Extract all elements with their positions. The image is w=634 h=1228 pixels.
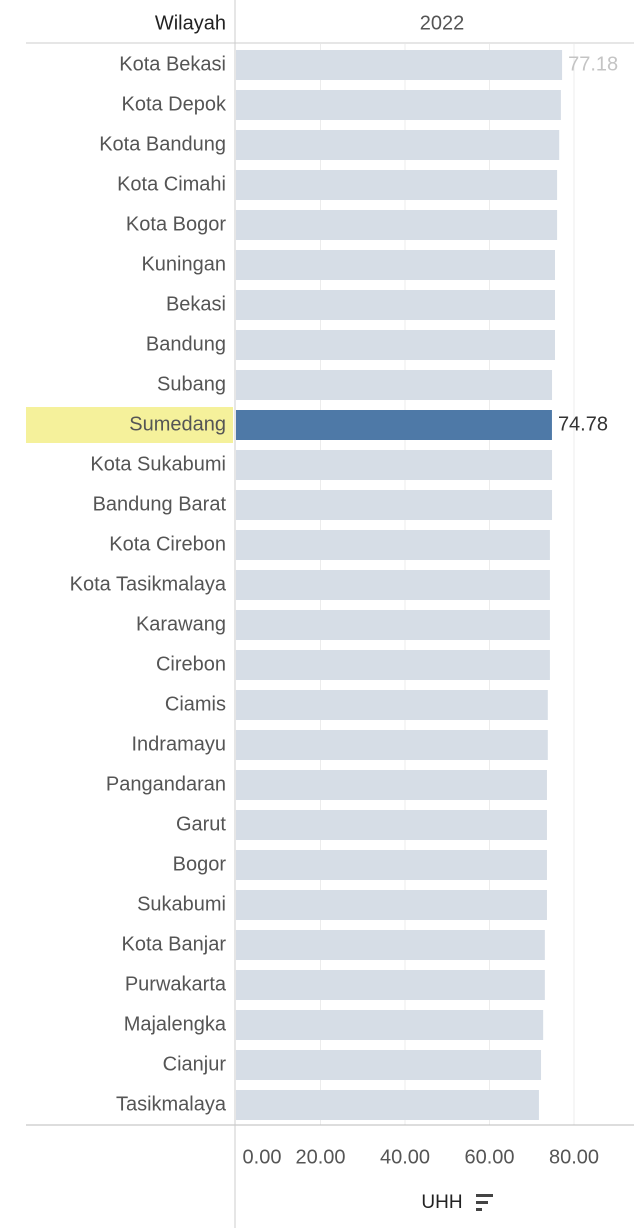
row-label: Karawang — [136, 613, 226, 635]
bar — [236, 490, 553, 520]
bar — [236, 890, 547, 920]
bar — [236, 130, 560, 160]
value-label: 77.18 — [568, 53, 618, 75]
row-label: Kota Bekasi — [119, 53, 226, 75]
column-header: 2022 — [420, 12, 465, 34]
row-label: Kota Tasikmalaya — [70, 573, 227, 595]
bar — [236, 450, 553, 480]
row-label: Subang — [157, 373, 226, 395]
row-label: Kota Bogor — [126, 213, 226, 235]
bar — [236, 50, 563, 80]
bar — [236, 410, 552, 440]
bar — [236, 250, 555, 280]
row-label: Indramayu — [132, 733, 227, 755]
bar — [236, 290, 555, 320]
x-tick-label: 80.00 — [549, 1146, 599, 1168]
row-label: Ciamis — [165, 693, 226, 715]
row-label: Pangandaran — [106, 773, 226, 795]
row-label: Tasikmalaya — [116, 1093, 227, 1115]
bar — [236, 810, 547, 840]
bar — [236, 170, 558, 200]
row-label: Kota Cimahi — [117, 173, 226, 195]
bar — [236, 730, 548, 760]
bar — [236, 850, 547, 880]
bar — [236, 210, 558, 240]
x-axis-label: UHH — [421, 1192, 462, 1213]
row-label: Purwakarta — [125, 973, 227, 995]
bar — [236, 930, 545, 960]
bar — [236, 330, 555, 360]
row-label: Bogor — [173, 853, 227, 875]
row-label: Cirebon — [156, 653, 226, 675]
row-label: Kota Sukabumi — [90, 453, 226, 475]
bar — [236, 370, 553, 400]
bar — [236, 1010, 544, 1040]
row-label: Majalengka — [124, 1013, 227, 1035]
highlight-row — [26, 407, 233, 443]
row-label: Kuningan — [141, 253, 226, 275]
row-header: Wilayah — [155, 12, 226, 34]
row-label: Kota Bandung — [99, 133, 226, 155]
row-label: Sukabumi — [137, 893, 226, 915]
x-tick-label: 40.00 — [380, 1146, 430, 1168]
row-label: Sumedang — [129, 413, 226, 435]
row-label: Kota Cirebon — [109, 533, 226, 555]
x-tick-label: 60.00 — [464, 1146, 514, 1168]
bar — [236, 530, 550, 560]
value-label: 74.78 — [558, 413, 608, 435]
row-label: Kota Banjar — [121, 933, 226, 955]
sort-icon[interactable] — [476, 1194, 493, 1211]
bar — [236, 1050, 542, 1080]
x-tick-label: 0.00 — [243, 1146, 282, 1168]
bar — [236, 970, 545, 1000]
x-tick-label: 20.00 — [295, 1146, 345, 1168]
bar — [236, 1090, 539, 1120]
row-label: Bandung — [146, 333, 226, 355]
bar — [236, 610, 550, 640]
bar — [236, 90, 561, 120]
row-label: Garut — [176, 813, 226, 835]
bar — [236, 650, 550, 680]
bar — [236, 770, 547, 800]
row-label: Kota Depok — [121, 93, 227, 115]
row-label: Cianjur — [163, 1053, 227, 1075]
row-label: Bekasi — [166, 293, 226, 315]
bar — [236, 570, 550, 600]
bar — [236, 690, 548, 720]
row-label: Bandung Barat — [93, 493, 227, 515]
